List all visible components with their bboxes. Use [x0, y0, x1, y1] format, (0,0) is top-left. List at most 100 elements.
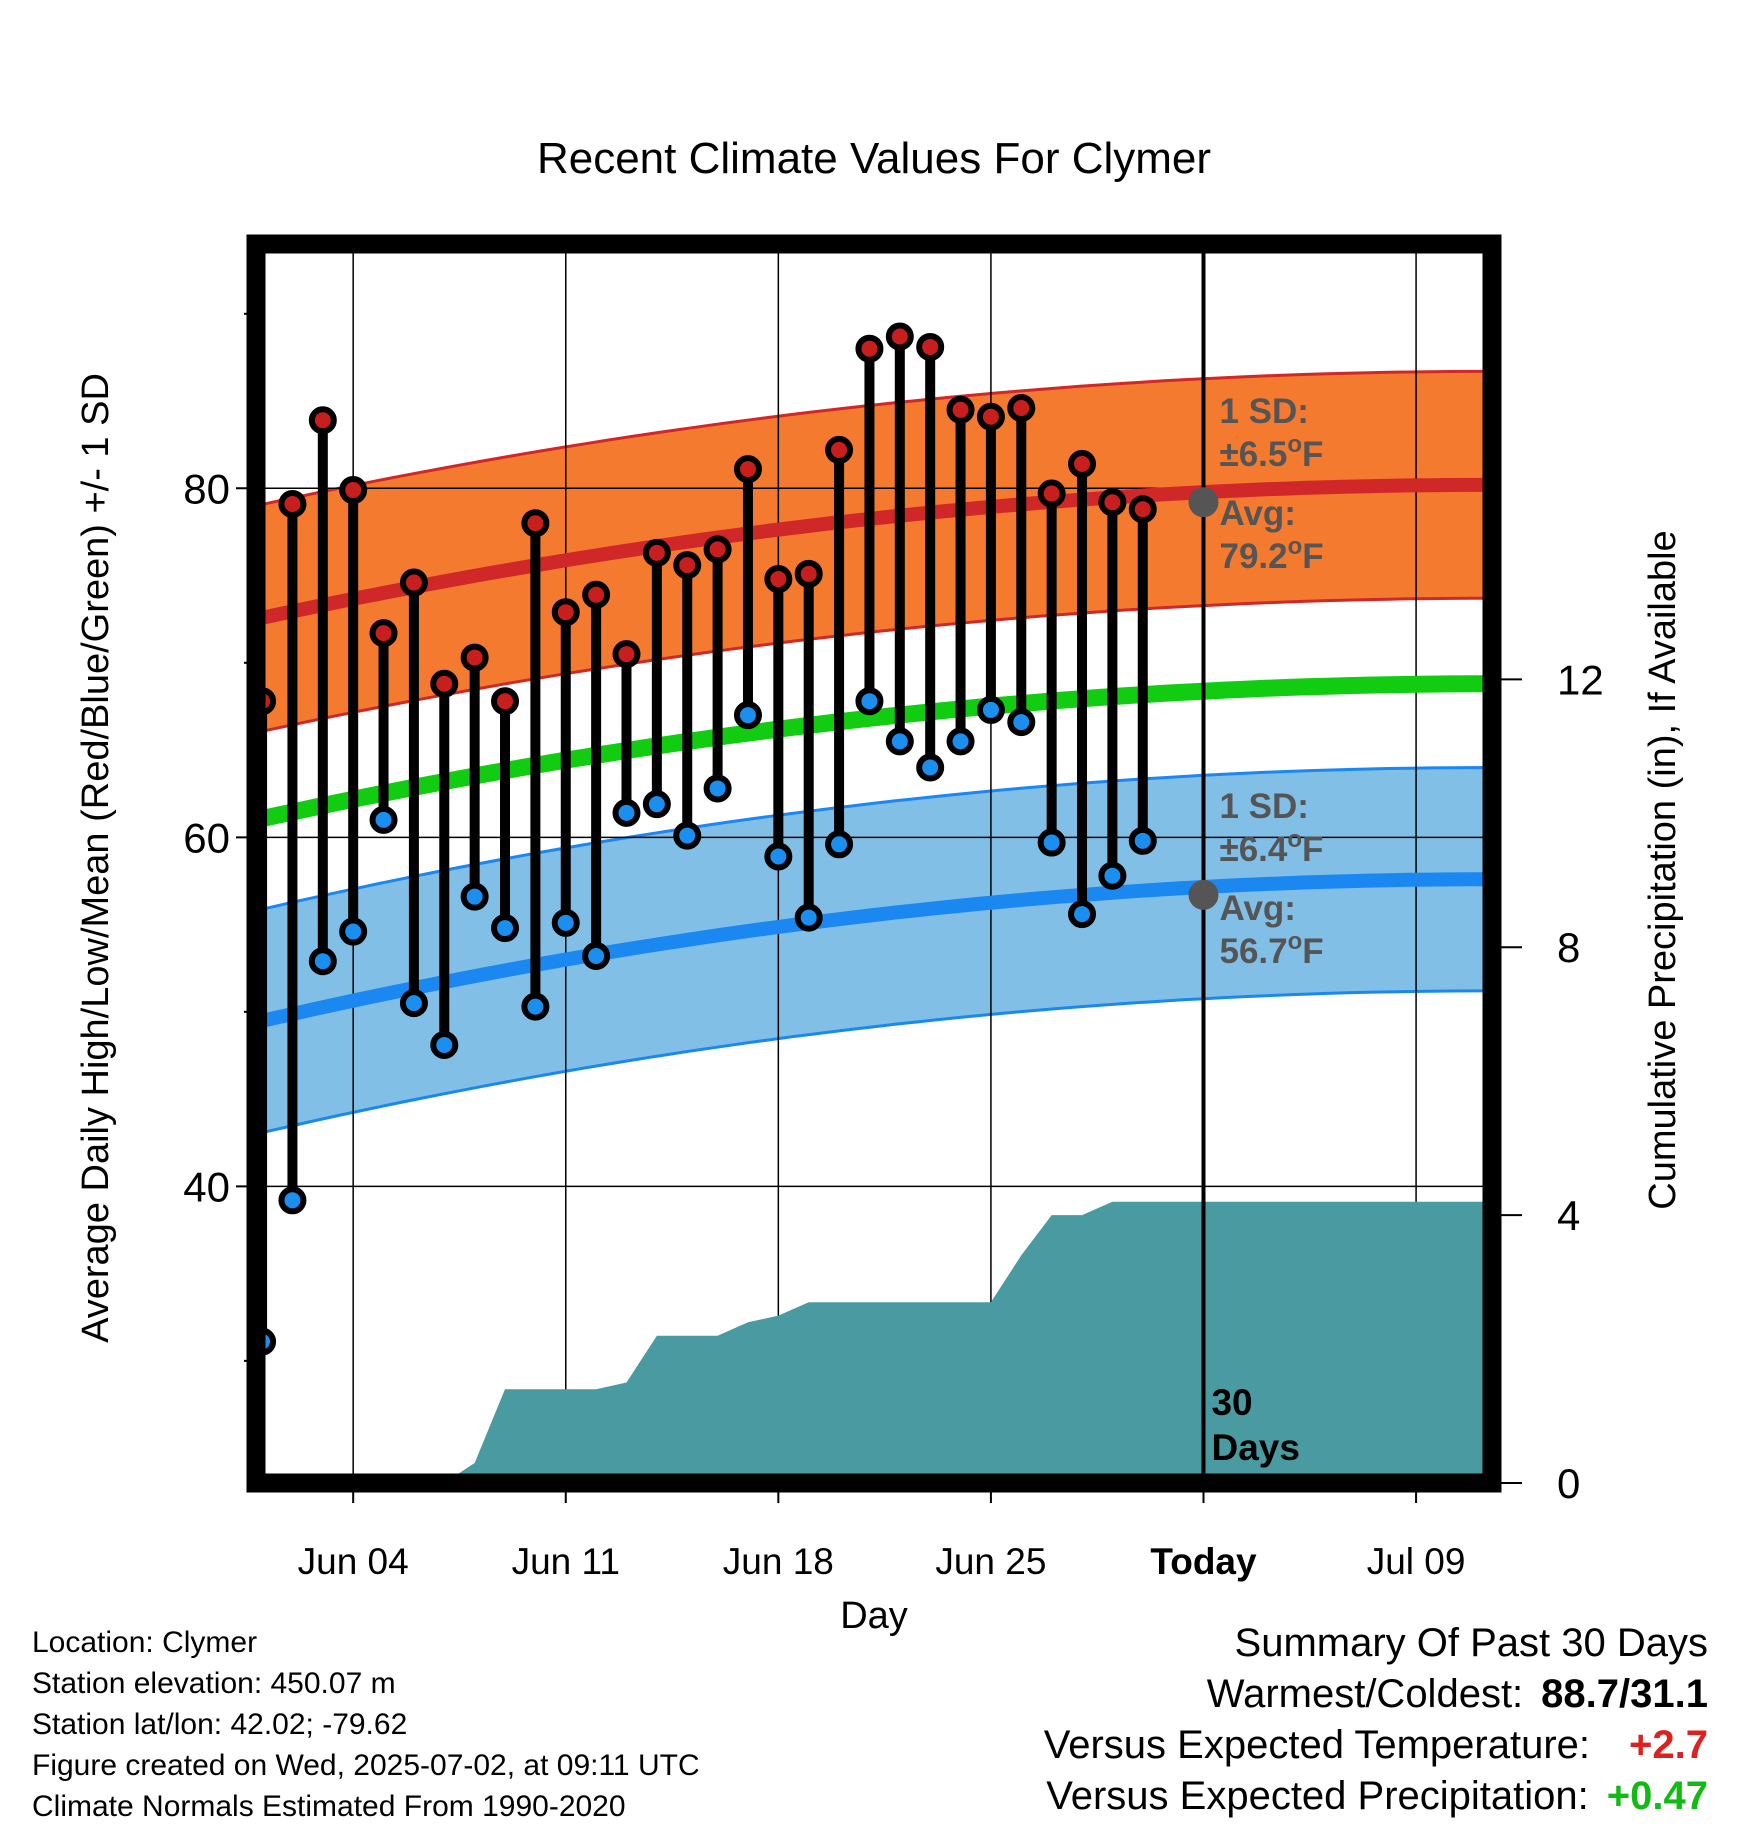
high-point-21: [855, 334, 884, 363]
high-point-9: [491, 687, 520, 716]
plot-frame: [246, 234, 1502, 1493]
low-point-29: [1098, 861, 1127, 890]
high-point-30: [1128, 495, 1157, 524]
low-point-28: [1068, 900, 1097, 929]
low-point-20: [825, 830, 854, 859]
low-point-3: [308, 947, 337, 976]
low-sd-value: ±6.4oF: [1219, 826, 1323, 869]
summary-temp-row: Versus Expected Temperature: +2.7: [1044, 1720, 1708, 1771]
high-point-6: [399, 568, 428, 597]
x-tick-label-2: Jun 11: [512, 1541, 620, 1582]
high-point-16: [703, 535, 732, 564]
summary-title: Summary Of Past 30 Days: [1234, 1621, 1708, 1665]
low-point-6: [399, 989, 428, 1018]
low-point-26: [1007, 708, 1036, 737]
high-point-29: [1098, 488, 1127, 517]
low-point-4: [339, 917, 368, 946]
today-low-avg-marker: [1188, 879, 1219, 910]
temp-value: +2.7: [1629, 1723, 1708, 1767]
low-point-10: [521, 992, 550, 1021]
high-point-20: [825, 435, 854, 464]
y-tick-label-2: 60: [183, 814, 230, 861]
station-info: Location: Clymer Station elevation: 450.…: [32, 1622, 700, 1827]
latlon-text: Station lat/lon: 42.02; -79.62: [32, 1708, 408, 1741]
high-point-26: [1007, 394, 1036, 423]
normal-low-line: [254, 872, 1492, 1030]
normals-text: Climate Normals Estimated From 1990-2020: [32, 1790, 626, 1823]
warmest-label: Warmest/Coldest:: [1206, 1672, 1524, 1716]
high-sd-label: 1 SD:: [1219, 392, 1308, 431]
precip-label: Versus Expected Precipitation:: [1046, 1774, 1589, 1818]
low-avg-value: 56.7oF: [1219, 928, 1323, 971]
low-point-9: [491, 914, 520, 943]
location-text: Location: Clymer: [32, 1626, 258, 1659]
high-point-28: [1068, 449, 1097, 478]
high-point-10: [521, 509, 550, 538]
low-point-17: [733, 701, 762, 730]
low-point-22: [885, 727, 914, 756]
low-point-19: [794, 903, 823, 932]
low-point-11: [551, 908, 580, 937]
high-avg-label: Avg:: [1219, 494, 1295, 533]
summary-extremes-row: Warmest/Coldest: 88.7/31.1: [1044, 1669, 1708, 1720]
y-tick-label-3: 80: [183, 465, 230, 512]
high-point-8: [460, 643, 489, 672]
elevation-text: Station elevation: 450.07 m: [32, 1667, 396, 1700]
y2-tick-label-4: 12: [1557, 656, 1604, 703]
x-tick-label-4: Jun 25: [935, 1541, 1046, 1582]
y2-tick-label-2: 4: [1557, 1192, 1580, 1239]
high-point-19: [794, 559, 823, 588]
low-point-24: [946, 727, 975, 756]
today-high-avg-marker: [1188, 487, 1219, 518]
high-point-24: [946, 395, 975, 424]
low-point-2: [278, 1186, 307, 1215]
low-avg-label: Avg:: [1219, 889, 1295, 928]
today-days-word: Days: [1211, 1427, 1299, 1468]
low-point-8: [460, 882, 489, 911]
created-text: Figure created on Wed, 2025-07-02, at 09…: [32, 1749, 700, 1782]
summary-panel: Summary Of Past 30 Days Warmest/Coldest:…: [1044, 1618, 1708, 1822]
y2-axis-label: Cumulative Precipitation (in), If Availa…: [1642, 530, 1684, 1209]
high-point-23: [916, 332, 945, 361]
low-point-25: [976, 695, 1005, 724]
low-point-30: [1128, 826, 1157, 855]
high-point-12: [582, 580, 611, 609]
low-point-15: [673, 821, 702, 850]
high-point-3: [308, 406, 337, 435]
high-point-11: [551, 598, 580, 627]
high-point-2: [278, 490, 307, 519]
low-point-12: [582, 941, 611, 970]
y2-tick-label-3: 8: [1557, 924, 1580, 971]
high-point-4: [339, 476, 368, 505]
low-point-16: [703, 774, 732, 803]
x-tick-label-6: Jul 09: [1367, 1541, 1466, 1582]
high-point-5: [369, 619, 398, 648]
low-point-5: [369, 805, 398, 834]
high-point-27: [1037, 479, 1066, 508]
low-point-14: [642, 790, 671, 819]
y-tick-label-1: 40: [183, 1163, 230, 1210]
low-point-23: [916, 753, 945, 782]
high-point-25: [976, 402, 1005, 431]
x-tick-label-5: Today: [1150, 1541, 1257, 1582]
low-point-27: [1037, 828, 1066, 857]
high-point-13: [612, 640, 641, 669]
low-sd-label: 1 SD:: [1219, 787, 1308, 826]
high-point-14: [642, 538, 671, 567]
low-point-18: [764, 842, 793, 871]
y2-tick-label-1: 0: [1557, 1460, 1580, 1507]
precip-area: [262, 1201, 1493, 1483]
high-point-15: [673, 551, 702, 580]
high-avg-value: 79.2oF: [1219, 533, 1323, 576]
warmest-value: 88.7/31.1: [1541, 1672, 1708, 1716]
summary-precip-row: Versus Expected Precipitation: +0.47: [1044, 1771, 1708, 1822]
high-sd-value: ±6.5oF: [1219, 431, 1323, 474]
low-point-13: [612, 798, 641, 827]
x-tick-label-3: Jun 18: [723, 1541, 834, 1582]
high-point-17: [733, 455, 762, 484]
today-days-number: 30: [1211, 1382, 1252, 1423]
chart-title: Recent Climate Values For Clymer: [537, 134, 1211, 183]
normal-mean-line: [254, 675, 1492, 829]
